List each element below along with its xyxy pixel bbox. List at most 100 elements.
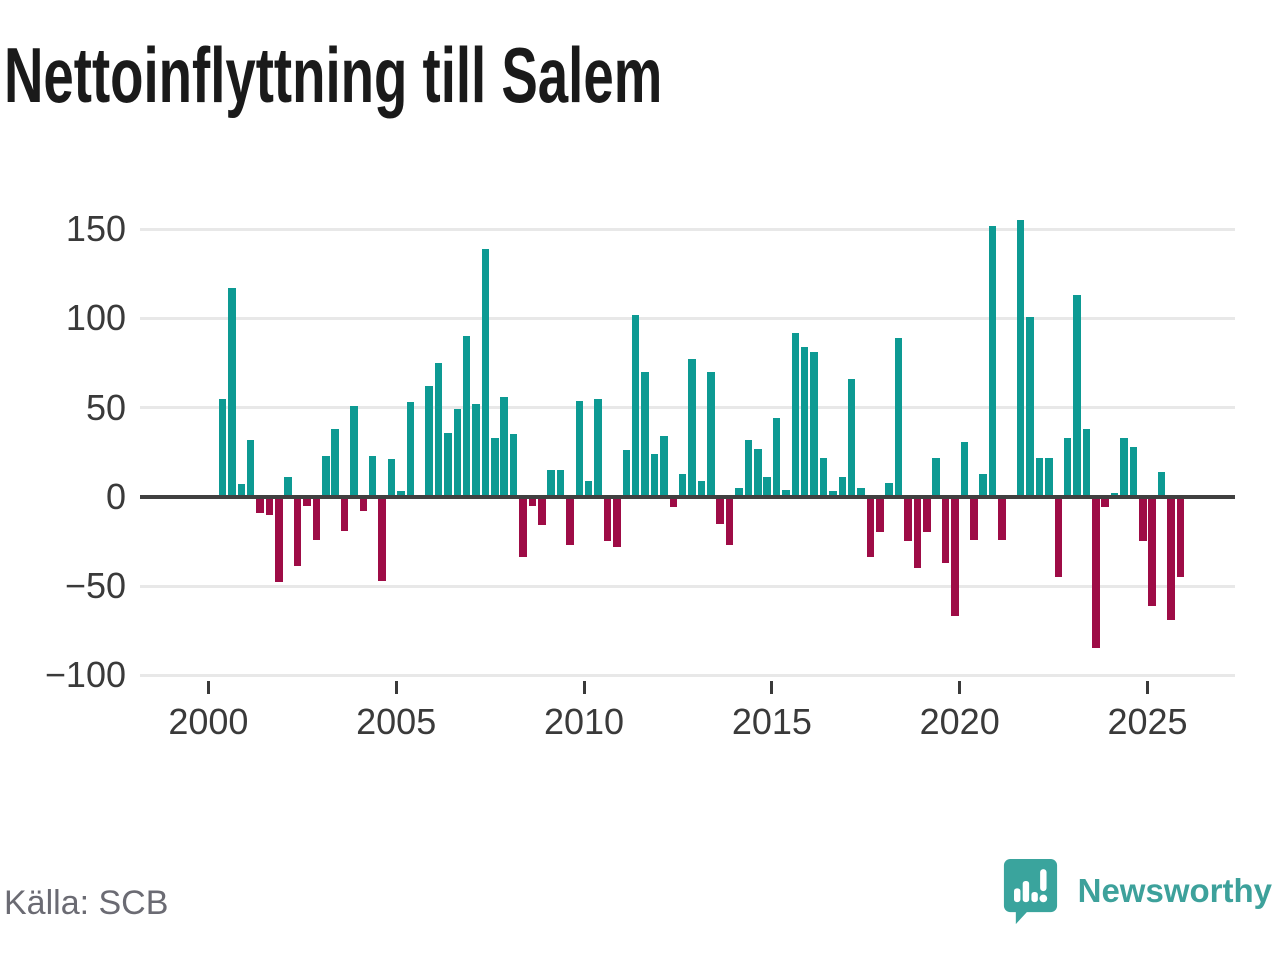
bar-2002Q2 xyxy=(293,496,302,567)
bar-2025Q2 xyxy=(1157,471,1166,497)
x-axis-label-2015: 2015 xyxy=(731,701,812,742)
bar-2019Q4 xyxy=(951,496,959,617)
bar-2008Q2 xyxy=(519,496,527,558)
bar-2016Q4 xyxy=(838,477,847,497)
y-axis-label-50: 50 xyxy=(85,386,126,428)
bar-2015Q2 xyxy=(782,489,790,497)
bar-2011Q1 xyxy=(622,450,631,497)
bar-2018Q2 xyxy=(894,338,903,497)
bar-2006Q1 xyxy=(434,363,443,497)
bar-2003Q1 xyxy=(322,455,330,497)
mini-bar-3 xyxy=(1031,892,1038,903)
bar-2001Q1 xyxy=(246,439,255,497)
bar-2009Q4 xyxy=(575,400,584,497)
y-axis-label-150: 150 xyxy=(65,208,126,250)
bar-2012Q4 xyxy=(688,359,696,497)
y-axis-label--50: −50 xyxy=(64,565,126,606)
bar-2009Q2 xyxy=(556,470,565,497)
x-axis-tick-2005 xyxy=(394,681,398,694)
bar-2012Q2 xyxy=(669,496,678,508)
bar-2022Q2 xyxy=(1045,457,1053,497)
bar-2017Q1 xyxy=(847,379,856,497)
bar-2001Q2 xyxy=(256,496,264,513)
bar-2000Q3 xyxy=(228,288,236,497)
y-axis-label-100: 100 xyxy=(65,297,126,339)
bar-2021Q1 xyxy=(998,496,1006,540)
bar-2017Q3 xyxy=(866,496,875,558)
bar-2000Q2 xyxy=(218,398,227,497)
bar-2016Q2 xyxy=(819,457,828,497)
bar-2004Q2 xyxy=(368,455,377,497)
bar-2010Q4 xyxy=(613,496,621,547)
bar-2007Q2 xyxy=(481,248,490,497)
bar-2009Q3 xyxy=(566,496,574,545)
x-axis-label-2005: 2005 xyxy=(356,701,437,742)
bar-2019Q1 xyxy=(923,496,931,533)
bar-2020Q2 xyxy=(970,496,978,540)
bar-2016Q1 xyxy=(810,352,818,497)
bar-2000Q4 xyxy=(237,484,246,497)
bar-2014Q3 xyxy=(754,448,762,497)
speech-bubble-shape xyxy=(1003,859,1057,925)
bar-2019Q2 xyxy=(932,457,940,497)
newsworthy-bubble-chart-icon xyxy=(1003,858,1058,931)
exclamation-stem xyxy=(1039,869,1047,892)
bar-2001Q3 xyxy=(265,496,274,515)
bar-2011Q4 xyxy=(650,454,659,497)
mini-bar-1 xyxy=(1013,888,1021,903)
y-axis-label--100: −100 xyxy=(44,654,126,696)
gridline-100 xyxy=(140,316,1235,320)
bar-2013Q1 xyxy=(697,480,706,497)
bar-2023Q2 xyxy=(1082,429,1091,497)
bar-2004Q4 xyxy=(387,459,396,497)
bar-2008Q1 xyxy=(509,434,518,497)
bar-2020Q3 xyxy=(979,473,987,497)
bar-2024Q4 xyxy=(1139,496,1147,542)
bar-2014Q2 xyxy=(744,439,753,497)
bar-2024Q2 xyxy=(1120,437,1128,497)
bar-2005Q2 xyxy=(406,402,415,497)
bar-2020Q4 xyxy=(988,225,997,497)
brand-logo: Newsworthy xyxy=(1003,858,1272,931)
mini-bar-2 xyxy=(1022,881,1029,903)
bar-2009Q1 xyxy=(547,470,555,497)
bar-2016Q3 xyxy=(829,491,837,497)
bar-2020Q1 xyxy=(960,441,969,497)
bar-2021Q4 xyxy=(1026,316,1034,497)
bar-2022Q4 xyxy=(1063,437,1072,497)
bar-2002Q4 xyxy=(312,496,321,540)
bar-2001Q4 xyxy=(275,496,283,583)
bar-2005Q1 xyxy=(397,491,405,497)
bar-2025Q1 xyxy=(1148,496,1156,606)
bar-2006Q2 xyxy=(444,432,452,497)
bar-2002Q1 xyxy=(284,477,292,497)
exclamation-dot xyxy=(1039,894,1047,903)
bar-2003Q2 xyxy=(331,429,339,497)
bar-2023Q1 xyxy=(1073,295,1081,497)
bar-2024Q3 xyxy=(1129,446,1138,497)
x-axis-tick-2000 xyxy=(206,681,210,694)
bar-2023Q3 xyxy=(1092,496,1100,649)
brand-name: Newsworthy xyxy=(1077,872,1272,909)
bar-2017Q4 xyxy=(876,496,884,533)
bar-2015Q4 xyxy=(800,346,809,497)
gridline--50 xyxy=(140,584,1235,588)
bar-2003Q4 xyxy=(350,405,358,497)
x-axis-tick-2015 xyxy=(770,681,774,694)
bar-2012Q3 xyxy=(678,473,687,497)
x-axis-label-2025: 2025 xyxy=(1107,701,1188,742)
bar-2005Q4 xyxy=(425,386,433,497)
bar-2022Q3 xyxy=(1054,496,1063,578)
bar-2010Q1 xyxy=(584,480,593,497)
bar-2025Q4 xyxy=(1176,496,1185,578)
bar-2023Q4 xyxy=(1101,496,1109,508)
bar-2025Q3 xyxy=(1167,496,1175,620)
bar-2007Q1 xyxy=(472,404,480,497)
bar-2004Q1 xyxy=(359,496,368,512)
bar-2014Q1 xyxy=(735,487,743,497)
bar-2021Q3 xyxy=(1016,220,1025,497)
bar-2011Q2 xyxy=(631,314,640,497)
bar-2010Q2 xyxy=(594,398,602,497)
source-note: Källa: SCB xyxy=(4,884,169,922)
bar-2015Q1 xyxy=(772,418,781,497)
